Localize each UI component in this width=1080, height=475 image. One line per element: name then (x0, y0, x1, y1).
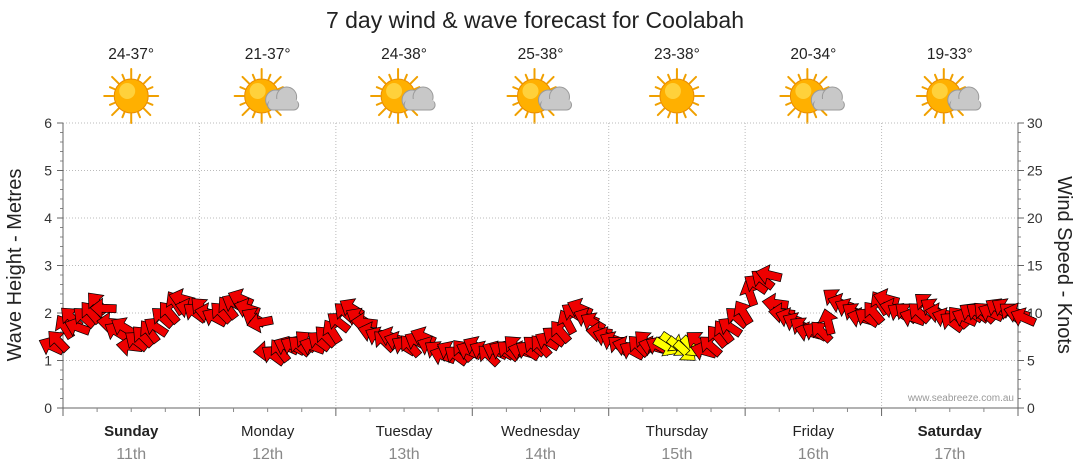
cloud (810, 86, 845, 111)
day-name: Friday (793, 423, 835, 440)
cloud (947, 86, 982, 111)
day-date: 11th (116, 446, 146, 463)
day-name: Thursday (646, 423, 709, 440)
day-date: 12th (252, 446, 283, 463)
sun-rays (233, 68, 290, 124)
right-tick-label: 0 (1027, 400, 1035, 416)
day-name: Wednesday (501, 423, 580, 440)
day-date: 14th (525, 446, 556, 463)
wind-arrow (48, 331, 71, 354)
left-tick-label: 2 (44, 305, 52, 321)
right-tick-label: 30 (1027, 115, 1043, 131)
sun-icon (648, 68, 705, 124)
right-tick-label: 15 (1027, 258, 1043, 274)
day-temperature: 19-33° (927, 46, 973, 63)
right-axis-title: Wind Speed - Knots (1053, 176, 1075, 354)
sun-shine (386, 83, 403, 99)
sun-rays (103, 68, 160, 124)
left-axis-title: Wave Height - Metres (4, 169, 26, 362)
left-tick-label: 0 (44, 400, 52, 416)
wind-arrow (327, 313, 352, 334)
gridlines (63, 122, 1018, 408)
day-name: Sunday (104, 423, 159, 440)
left-tick-label: 4 (44, 210, 52, 226)
day-date: 13th (389, 446, 420, 463)
left-tick-label: 6 (44, 115, 52, 131)
day-date: 17th (934, 446, 965, 463)
day-labels: Sunday 11th Monday 12th Tuesday 13th Wednesday… (104, 423, 982, 463)
right-tick-label: 5 (1027, 353, 1035, 369)
weather-icons (103, 68, 982, 124)
x-axis-ticks (62, 408, 1019, 416)
chart-title: 7 day wind & wave forecast for Coolabah (326, 7, 744, 33)
wind-arrows (38, 264, 1038, 368)
wind-arrow (755, 264, 783, 286)
wind-arrow (144, 317, 170, 338)
left-tick-label: 5 (44, 163, 52, 179)
sun-shine (664, 83, 681, 99)
wind-arrow (89, 297, 117, 319)
wind-arrow (1010, 307, 1038, 327)
day-date: 16th (798, 446, 829, 463)
day-name: Monday (241, 423, 295, 440)
sun-icon (103, 68, 160, 124)
day-temperature: 21-37° (245, 46, 291, 63)
sun-shine (119, 83, 136, 99)
wind-arrow (733, 300, 754, 326)
day-temperature: 24-38° (381, 46, 427, 63)
partly-cloudy-icon (779, 68, 845, 124)
day-temperature: 23-38° (654, 46, 700, 63)
wind-arrow (580, 312, 607, 333)
left-axis-ticks: 0 1 2 3 4 5 6 (44, 115, 63, 416)
left-tick-label: 1 (44, 353, 52, 369)
cloud (538, 86, 572, 111)
sun-rays (648, 68, 705, 124)
sun-shine (931, 83, 948, 99)
cloud (265, 86, 300, 111)
partly-cloudy-icon (915, 68, 982, 124)
wind-arrow (246, 312, 274, 334)
sun-rays (915, 68, 972, 124)
right-tick-label: 20 (1027, 210, 1043, 226)
wind-arrow (817, 308, 839, 336)
day-temperature: 20-34° (790, 46, 836, 63)
sun-shine (522, 83, 539, 99)
sun-shine (249, 83, 266, 99)
day-date: 15th (661, 446, 692, 463)
day-temperature: 25-38° (518, 46, 564, 63)
cloud (401, 86, 436, 111)
day-name: Saturday (918, 423, 983, 440)
right-tick-label: 25 (1027, 163, 1043, 179)
wind-arrow (718, 317, 744, 338)
daily-temperatures: 24-37° 21-37° 24-38° 25-38° 23-38° 20-34° 19-3… (108, 46, 972, 63)
day-name: Tuesday (376, 423, 433, 440)
partly-cloudy-icon (506, 68, 572, 124)
day-temperature: 24-37° (108, 46, 154, 63)
partly-cloudy-icon (370, 68, 436, 124)
left-tick-label: 3 (44, 258, 52, 274)
watermark: www.seabreeze.com.au (907, 393, 1014, 404)
partly-cloudy-icon (233, 68, 300, 124)
sun-shine (795, 83, 812, 99)
